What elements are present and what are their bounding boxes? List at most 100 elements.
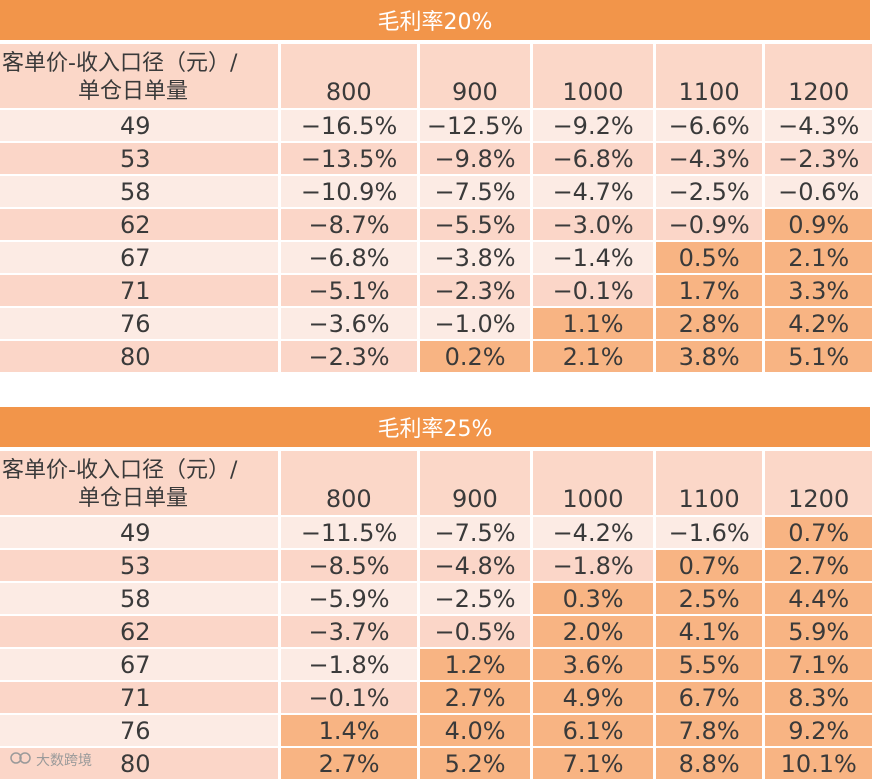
row-label: 67 xyxy=(0,649,279,680)
table-cell: −7.5% xyxy=(419,517,531,548)
table-cell: 4.4% xyxy=(765,583,872,614)
table-cell: −6.6% xyxy=(655,110,763,141)
table-cell: 0.3% xyxy=(533,583,653,614)
table-cell: 7.1% xyxy=(533,748,653,779)
header-row: 客单价-收入口径（元）/ 单仓日单量 800 900 1000 1100 1200 xyxy=(0,451,872,515)
table-row: 67 −6.8% −3.8% −1.4% 0.5% 2.1% xyxy=(0,242,872,273)
table-cell: −0.1% xyxy=(533,275,653,306)
table-cell: −9.8% xyxy=(419,143,531,174)
table-cell: −11.5% xyxy=(281,517,417,548)
column-header: 800 xyxy=(281,44,417,108)
row-header-line1: 客单价-收入口径（元）/ xyxy=(2,458,238,483)
row-header-line2: 单仓日单量 xyxy=(78,79,189,104)
table-title: 毛利率25% xyxy=(0,407,872,447)
table-cell: −3.6% xyxy=(281,308,417,339)
row-label: 62 xyxy=(0,616,279,647)
table-cell: −6.8% xyxy=(281,242,417,273)
table-cell: −0.1% xyxy=(281,682,417,713)
column-header: 1100 xyxy=(655,44,763,108)
watermark-text: 大数跨境 xyxy=(36,753,92,769)
table-cell: −2.5% xyxy=(419,583,531,614)
row-header-line2: 单仓日单量 xyxy=(78,486,189,511)
table-cell: −6.8% xyxy=(533,143,653,174)
table-row: 58 −10.9% −7.5% −4.7% −2.5% −0.6% xyxy=(0,176,872,207)
column-header: 1200 xyxy=(765,451,872,515)
row-label: 80 xyxy=(0,748,279,779)
table-cell: 1.7% xyxy=(655,275,763,306)
table-cell: 2.5% xyxy=(655,583,763,614)
table-cell: 0.7% xyxy=(655,550,763,581)
table-cell: −2.3% xyxy=(419,275,531,306)
table-cell: −16.5% xyxy=(281,110,417,141)
table-row: 49 −11.5% −7.5% −4.2% −1.6% 0.7% xyxy=(0,517,872,548)
table-cell: −4.7% xyxy=(533,176,653,207)
row-label: 71 xyxy=(0,275,279,306)
table-cell: 9.2% xyxy=(765,715,872,746)
table-cell: 8.8% xyxy=(655,748,763,779)
table-cell: 1.2% xyxy=(419,649,531,680)
column-header: 1200 xyxy=(765,44,872,108)
row-label: 76 xyxy=(0,715,279,746)
table-cell: 0.5% xyxy=(655,242,763,273)
table-cell: 5.5% xyxy=(655,649,763,680)
table-cell: 3.8% xyxy=(655,341,763,372)
table-cell: 4.9% xyxy=(533,682,653,713)
table-cell: 4.1% xyxy=(655,616,763,647)
row-label: 67 xyxy=(0,242,279,273)
row-label: 49 xyxy=(0,517,279,548)
table-row: 62 −3.7% −0.5% 2.0% 4.1% 5.9% xyxy=(0,616,872,647)
column-header: 1000 xyxy=(533,451,653,515)
table-cell: −2.3% xyxy=(765,143,872,174)
table-cell: 2.7% xyxy=(419,682,531,713)
table-cell: 1.1% xyxy=(533,308,653,339)
table-cell: −8.7% xyxy=(281,209,417,240)
table-cell: 8.3% xyxy=(765,682,872,713)
row-label: 76 xyxy=(0,308,279,339)
table-cell: −7.5% xyxy=(419,176,531,207)
row-label: 49 xyxy=(0,110,279,141)
table-title: 毛利率20% xyxy=(0,0,872,40)
table-cell: −1.0% xyxy=(419,308,531,339)
column-header: 1000 xyxy=(533,44,653,108)
table-cell: 2.7% xyxy=(765,550,872,581)
table-cell: −1.8% xyxy=(533,550,653,581)
table-cell: −4.8% xyxy=(419,550,531,581)
table-cell: −1.4% xyxy=(533,242,653,273)
table-cell: 0.7% xyxy=(765,517,872,548)
table-cell: −12.5% xyxy=(419,110,531,141)
table-cell: −5.1% xyxy=(281,275,417,306)
table-cell: −4.2% xyxy=(533,517,653,548)
table-cell: −1.8% xyxy=(281,649,417,680)
table-cell: 2.1% xyxy=(765,242,872,273)
table-cell: −10.9% xyxy=(281,176,417,207)
table-cell: 1.4% xyxy=(281,715,417,746)
table-cell: −0.6% xyxy=(765,176,872,207)
column-header: 900 xyxy=(419,451,531,515)
table-row: 53 −8.5% −4.8% −1.8% 0.7% 2.7% xyxy=(0,550,872,581)
table-cell: 10.1% xyxy=(765,748,872,779)
table-cell: −3.0% xyxy=(533,209,653,240)
table-cell: −5.9% xyxy=(281,583,417,614)
table-cell: −5.5% xyxy=(419,209,531,240)
table-cell: −13.5% xyxy=(281,143,417,174)
table-cell: 7.1% xyxy=(765,649,872,680)
table-cell: −4.3% xyxy=(655,143,763,174)
table-cell: −0.5% xyxy=(419,616,531,647)
table-cell: −4.3% xyxy=(765,110,872,141)
table-cell: 0.2% xyxy=(419,341,531,372)
table-cell: −2.5% xyxy=(655,176,763,207)
table-cell: 6.1% xyxy=(533,715,653,746)
table-cell: −9.2% xyxy=(533,110,653,141)
row-label: 58 xyxy=(0,176,279,207)
watermark-logo-icon xyxy=(10,750,32,770)
column-header: 900 xyxy=(419,44,531,108)
margin-table-25: 毛利率25% 客单价-收入口径（元）/ 单仓日单量 800 900 1000 1100 120… xyxy=(0,407,872,779)
row-label: 62 xyxy=(0,209,279,240)
row-label: 53 xyxy=(0,143,279,174)
table-cell: 5.2% xyxy=(419,748,531,779)
table-cell: 4.2% xyxy=(765,308,872,339)
row-label: 71 xyxy=(0,682,279,713)
table-cell: 2.8% xyxy=(655,308,763,339)
margin-table-20: 毛利率20% 客单价-收入口径（元）/ 单仓日单量 800 900 1000 1100 120… xyxy=(0,0,872,372)
table-cell: 3.3% xyxy=(765,275,872,306)
